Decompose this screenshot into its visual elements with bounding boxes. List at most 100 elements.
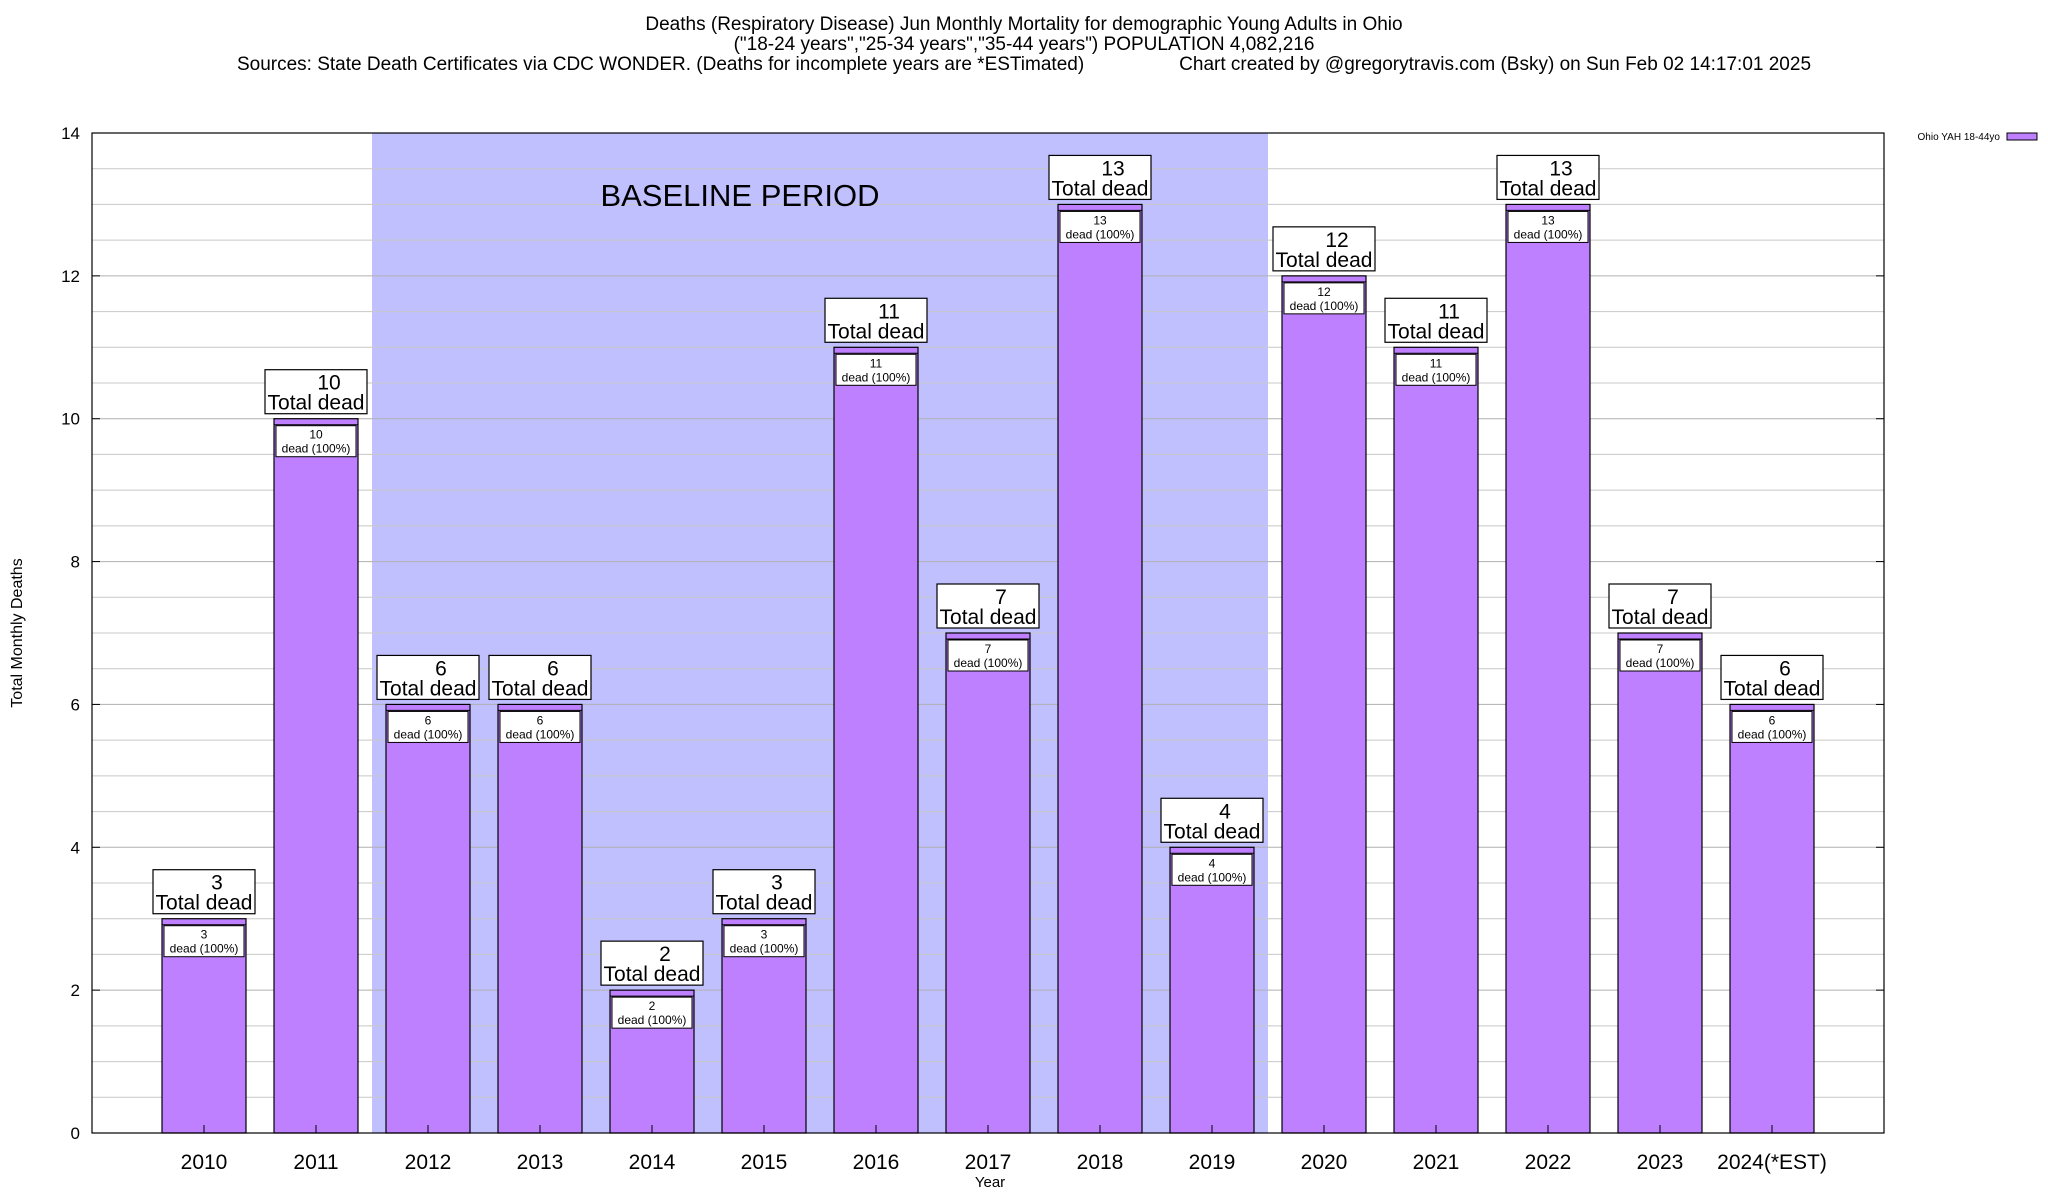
total-label-text: Total dead — [1612, 606, 1709, 629]
total-label-value: 3 — [771, 872, 783, 895]
inner-label-value: 13 — [1541, 213, 1555, 227]
y-tick-label: 12 — [61, 267, 80, 286]
inner-label-box — [1731, 710, 1813, 743]
total-label-text: Total dead — [1052, 177, 1149, 200]
y-axis-label: Total Monthly Deaths — [9, 558, 26, 707]
inner-label-text: dead (100%) — [1066, 227, 1135, 241]
baseline-period-label: BASELINE PERIOD — [600, 178, 879, 213]
inner-label-value: 2 — [649, 999, 656, 1013]
bar — [273, 418, 359, 1134]
total-label-box — [600, 940, 704, 986]
legend-swatch — [2006, 132, 2038, 141]
x-tick-label: 2011 — [293, 1151, 338, 1174]
total-label-value: 11 — [1438, 300, 1460, 323]
total-label-box — [1496, 154, 1600, 201]
total-label-box — [376, 654, 480, 701]
inner-label-text: dead (100%) — [170, 942, 239, 956]
inner-label-value: 13 — [1093, 213, 1107, 227]
inner-label-text: dead (100%) — [506, 727, 575, 741]
inner-label-value: 3 — [761, 928, 768, 942]
inner-label-text: dead (100%) — [730, 942, 799, 956]
total-label-text: Total dead — [1500, 177, 1597, 200]
x-tick-label: 2015 — [741, 1151, 788, 1174]
inner-label-text: dead (100%) — [1290, 299, 1359, 313]
bar — [497, 703, 583, 1134]
total-label-box — [152, 869, 256, 915]
inner-label-value: 11 — [1430, 356, 1443, 370]
y-tick-label: 14 — [61, 124, 80, 143]
bar — [1729, 703, 1815, 1134]
x-tick-label: 2021 — [1413, 1151, 1460, 1174]
total-label-text: Total dead — [1164, 820, 1261, 843]
x-tick-label: 2018 — [1077, 1151, 1124, 1174]
total-label-value: 13 — [1549, 157, 1572, 180]
inner-label-box — [611, 996, 693, 1029]
bar — [1393, 346, 1479, 1134]
y-tick-label: 4 — [71, 838, 80, 857]
bar — [1505, 203, 1591, 1134]
total-label-box — [712, 869, 816, 915]
inner-label-box — [1619, 639, 1701, 672]
inner-label-box — [723, 925, 805, 958]
total-label-text: Total dead — [604, 963, 701, 986]
inner-label-value: 6 — [1769, 713, 1776, 727]
inner-label-text: dead (100%) — [1738, 727, 1807, 741]
total-label-value: 4 — [1219, 800, 1231, 823]
x-tick-label: 2020 — [1301, 1151, 1348, 1174]
inner-label-box — [947, 639, 1029, 672]
inner-label-text: dead (100%) — [618, 1013, 687, 1027]
x-tick-label: 2012 — [405, 1151, 452, 1174]
legend-label: Ohio YAH 18-44yo — [1918, 132, 2001, 143]
total-label-box — [1272, 226, 1376, 272]
y-tick-label: 0 — [71, 1124, 80, 1143]
inner-label-value: 7 — [1657, 642, 1664, 656]
total-label-box — [264, 369, 368, 415]
inner-label-text: dead (100%) — [954, 656, 1023, 670]
x-tick-label: 2024(*EST) — [1717, 1151, 1827, 1174]
inner-label-value: 3 — [201, 928, 208, 942]
inner-label-text: dead (100%) — [282, 442, 351, 456]
x-tick-label: 2022 — [1525, 1151, 1572, 1174]
inner-label-text: dead (100%) — [1514, 227, 1583, 241]
total-label-text: Total dead — [940, 606, 1037, 629]
inner-label-box — [1395, 353, 1477, 386]
bar — [385, 703, 471, 1134]
total-label-text: Total dead — [1388, 320, 1485, 343]
total-label-value: 7 — [995, 586, 1007, 609]
total-label-value: 12 — [1325, 229, 1348, 252]
x-tick-label: 2017 — [965, 1151, 1012, 1174]
total-label-value: 6 — [1779, 657, 1791, 680]
total-label-box — [1160, 797, 1264, 843]
total-label-text: Total dead — [828, 320, 925, 343]
total-label-value: 6 — [547, 657, 559, 680]
inner-label-box — [499, 710, 581, 743]
x-tick-label: 2019 — [1189, 1151, 1236, 1174]
chart-source-text: Sources: State Death Certificates via CD… — [236, 54, 1085, 75]
inner-label-text: dead (100%) — [394, 727, 463, 741]
chart-credit-text: Chart created by @gregorytravis.com (Bsk… — [1179, 54, 1812, 75]
total-label-value: 13 — [1101, 157, 1124, 180]
inner-label-text: dead (100%) — [1626, 656, 1695, 670]
total-label-box — [936, 583, 1040, 629]
y-tick-label: 8 — [71, 553, 80, 572]
inner-label-box — [1507, 210, 1589, 243]
total-label-text: Total dead — [156, 892, 253, 915]
inner-label-value: 4 — [1209, 856, 1216, 870]
total-label-value: 6 — [435, 657, 447, 680]
inner-label-box — [835, 353, 917, 386]
chart-source-line: Sources: State Death Certificates via CD… — [0, 55, 2048, 75]
total-label-box — [1048, 154, 1152, 201]
x-tick-label: 2023 — [1637, 1151, 1684, 1174]
inner-label-value: 6 — [425, 713, 432, 727]
y-tick-label: 10 — [61, 410, 80, 429]
total-label-text: Total dead — [492, 677, 589, 700]
inner-label-value: 11 — [870, 356, 883, 370]
total-label-value: 7 — [1667, 586, 1679, 609]
total-label-box — [1720, 654, 1824, 701]
x-tick-label: 2014 — [629, 1151, 676, 1174]
bar — [945, 632, 1031, 1134]
total-label-box — [1608, 583, 1712, 629]
total-label-text: Total dead — [716, 892, 813, 915]
bar — [1169, 846, 1255, 1134]
inner-label-text: dead (100%) — [1178, 870, 1247, 884]
